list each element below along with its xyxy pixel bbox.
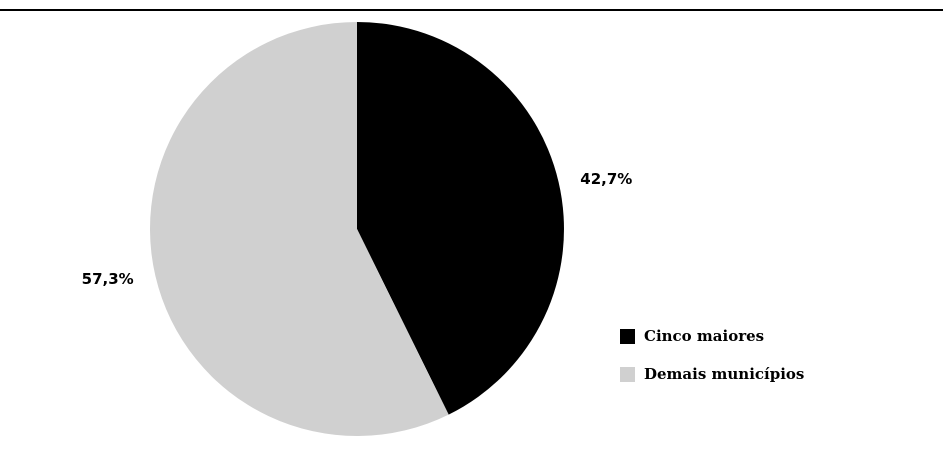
pie-slice-cinco-maiores [357,22,564,415]
legend-item-cinco-maiores: Cinco maiores [620,325,804,347]
legend: Cinco maiores Demais municípios [620,325,804,401]
labels-layer: 42,7% 57,3% [82,170,633,288]
legend-label-demais-municipios: Demais municípios [644,365,805,383]
slice-value-label-cinco-maiores: 42,7% [580,170,632,188]
legend-swatch-cinco-maiores [620,328,635,344]
slices-layer [149,22,564,437]
legend-item-demais-municipios: Demais municípios [620,363,804,385]
legend-swatch-demais-municipios [620,366,635,382]
legend-label-cinco-maiores: Cinco maiores [644,327,765,345]
pie-slice-demais-municipios [149,22,449,437]
slice-value-label-demais-municipios: 57,3% [82,270,134,288]
top-rule [0,9,943,11]
